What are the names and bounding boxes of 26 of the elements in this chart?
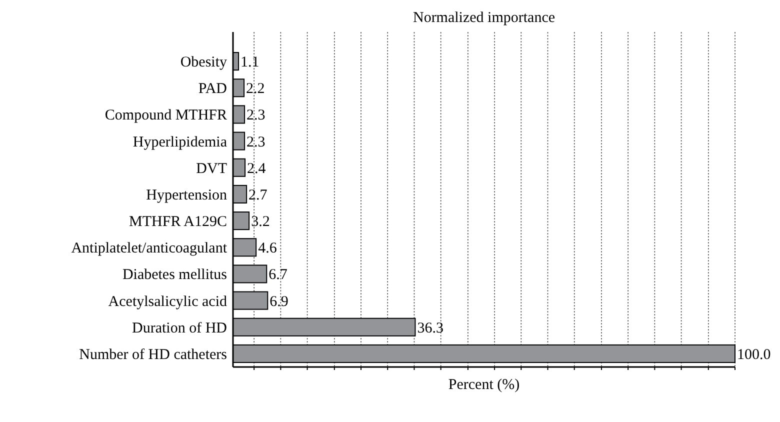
y-tick-label: DVT — [196, 160, 227, 177]
data-label: 2.3 — [246, 108, 266, 124]
y-tick-label: Obesity — [180, 54, 228, 71]
y-tick-label: Acetylsalicylic acid — [108, 294, 228, 310]
y-tick-label: Antiplatelet/anticoagulant — [71, 240, 228, 257]
y-tick-label: MTHFR A129C — [129, 214, 227, 230]
y-tick-label: Compound MTHFR — [104, 108, 227, 124]
data-label: 2.7 — [248, 187, 268, 204]
y-tick-label: Hypertension — [146, 187, 228, 204]
data-label: 2.2 — [246, 81, 265, 98]
data-label: 1.1 — [240, 54, 260, 71]
data-label: 2.4 — [247, 160, 266, 177]
y-tick-label: Duration of HD — [132, 320, 228, 336]
data-label: 2.3 — [246, 134, 266, 150]
y-tick-label: Diabetes mellitus — [122, 267, 228, 284]
y-tick-label: PAD — [198, 81, 228, 98]
y-tick-label: Hyperlipidemia — [132, 134, 228, 150]
data-label: 6.9 — [270, 294, 288, 310]
data-label: 36.3 — [417, 320, 444, 336]
chart-title: Normalized importance — [412, 10, 556, 26]
data-label: 6.7 — [268, 267, 288, 284]
data-label: 4.6 — [258, 240, 278, 257]
data-label: 3.2 — [251, 214, 270, 230]
data-label: 100.0 — [737, 346, 771, 363]
y-tick-label: Number of HD catheters — [79, 346, 228, 363]
x-axis-title: Percent (%) — [448, 377, 520, 393]
